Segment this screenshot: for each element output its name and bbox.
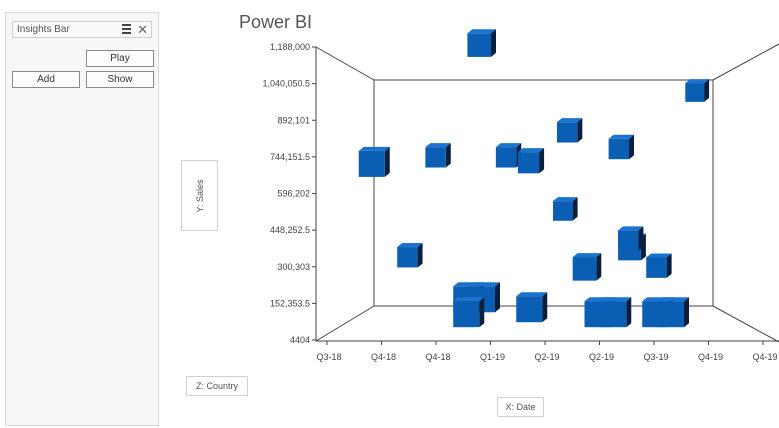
data-cube (467, 29, 496, 57)
data-cube (618, 226, 644, 251)
y-tick-label: 892,101 (277, 115, 310, 125)
x-tick-label: Q4-19 (752, 352, 777, 362)
close-icon[interactable]: ✕ (137, 22, 148, 37)
insights-bar-header: Insights Bar ✕ (12, 21, 152, 38)
data-cube (685, 79, 710, 102)
data-cube (600, 297, 632, 328)
chart-title: Power BI (239, 12, 313, 32)
data-cube (572, 253, 602, 281)
show-button[interactable]: Show (86, 71, 154, 88)
x-tick-label: Q4-18 (425, 352, 450, 362)
y-tick-label: 1,040,050.5 (262, 79, 310, 89)
y-axis-selector[interactable]: Y: Sales (181, 160, 218, 231)
data-cubes (358, 29, 710, 328)
hamburger-icon[interactable] (122, 24, 131, 34)
data-cube (517, 148, 545, 174)
data-cube (556, 118, 583, 143)
x-tick-label: Q3-19 (643, 352, 668, 362)
x-tick-label: Q4-18 (371, 352, 396, 362)
data-cube (516, 292, 548, 323)
x-tick-label: Q2-19 (589, 352, 614, 362)
y-tick-label: 152,353.5 (270, 298, 310, 308)
z-axis-selector[interactable]: Z: Country (186, 376, 248, 396)
data-cube (608, 134, 635, 160)
x-axis-selector[interactable]: X: Date (497, 397, 544, 417)
insights-bar-title: Insights Bar (17, 24, 70, 35)
x-tick-label: Q1-19 (480, 352, 505, 362)
x-tick-label: Q3-18 (316, 352, 341, 362)
y-tick-label: 744,151.5 (270, 152, 310, 162)
y-tick-label: 1,188,000 (270, 42, 310, 52)
data-cube (553, 197, 578, 221)
chart-frame (315, 43, 779, 343)
y-tick-label: 4404 (290, 335, 310, 345)
insights-bar-panel: Insights Bar ✕ Play Add Show (5, 12, 159, 426)
data-cube (646, 253, 672, 278)
x-tick-label: Q4-19 (698, 352, 723, 362)
play-button[interactable]: Play (86, 50, 154, 67)
data-cube (495, 143, 522, 168)
data-cube (358, 146, 390, 177)
data-cube (397, 243, 423, 268)
data-cube (425, 143, 451, 168)
y-tick-label: 448,252.5 (270, 225, 310, 235)
data-cube (658, 297, 689, 328)
x-tick-label: Q2-19 (534, 352, 559, 362)
y-tick-label: 300,303 (277, 262, 310, 272)
add-button[interactable]: Add (12, 71, 80, 88)
y-axis-ticks: 4404 152,353.5 300,303 448,252.5 596,202 744,… (262, 42, 316, 345)
x-axis-ticks: Q3-18 Q4-18 Q4-18 Q1-19 Q2-19 Q2-19 Q3-19 Q4-19… (316, 341, 778, 362)
data-cube (453, 297, 485, 328)
y-tick-label: 596,202 (277, 189, 310, 199)
